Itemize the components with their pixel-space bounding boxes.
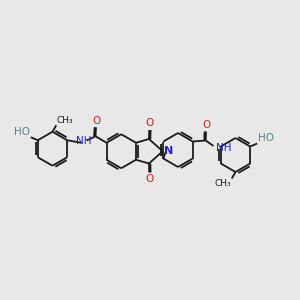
Text: HO: HO — [14, 127, 30, 137]
Text: N: N — [164, 146, 173, 156]
Text: O: O — [145, 118, 153, 128]
Text: CH₃: CH₃ — [214, 179, 231, 188]
Text: NH: NH — [216, 142, 231, 152]
Text: CH₃: CH₃ — [57, 116, 74, 125]
Text: O: O — [202, 120, 210, 130]
Text: O: O — [145, 174, 153, 184]
Text: NH: NH — [76, 136, 92, 146]
Text: O: O — [92, 116, 100, 126]
Text: HO: HO — [258, 133, 274, 143]
